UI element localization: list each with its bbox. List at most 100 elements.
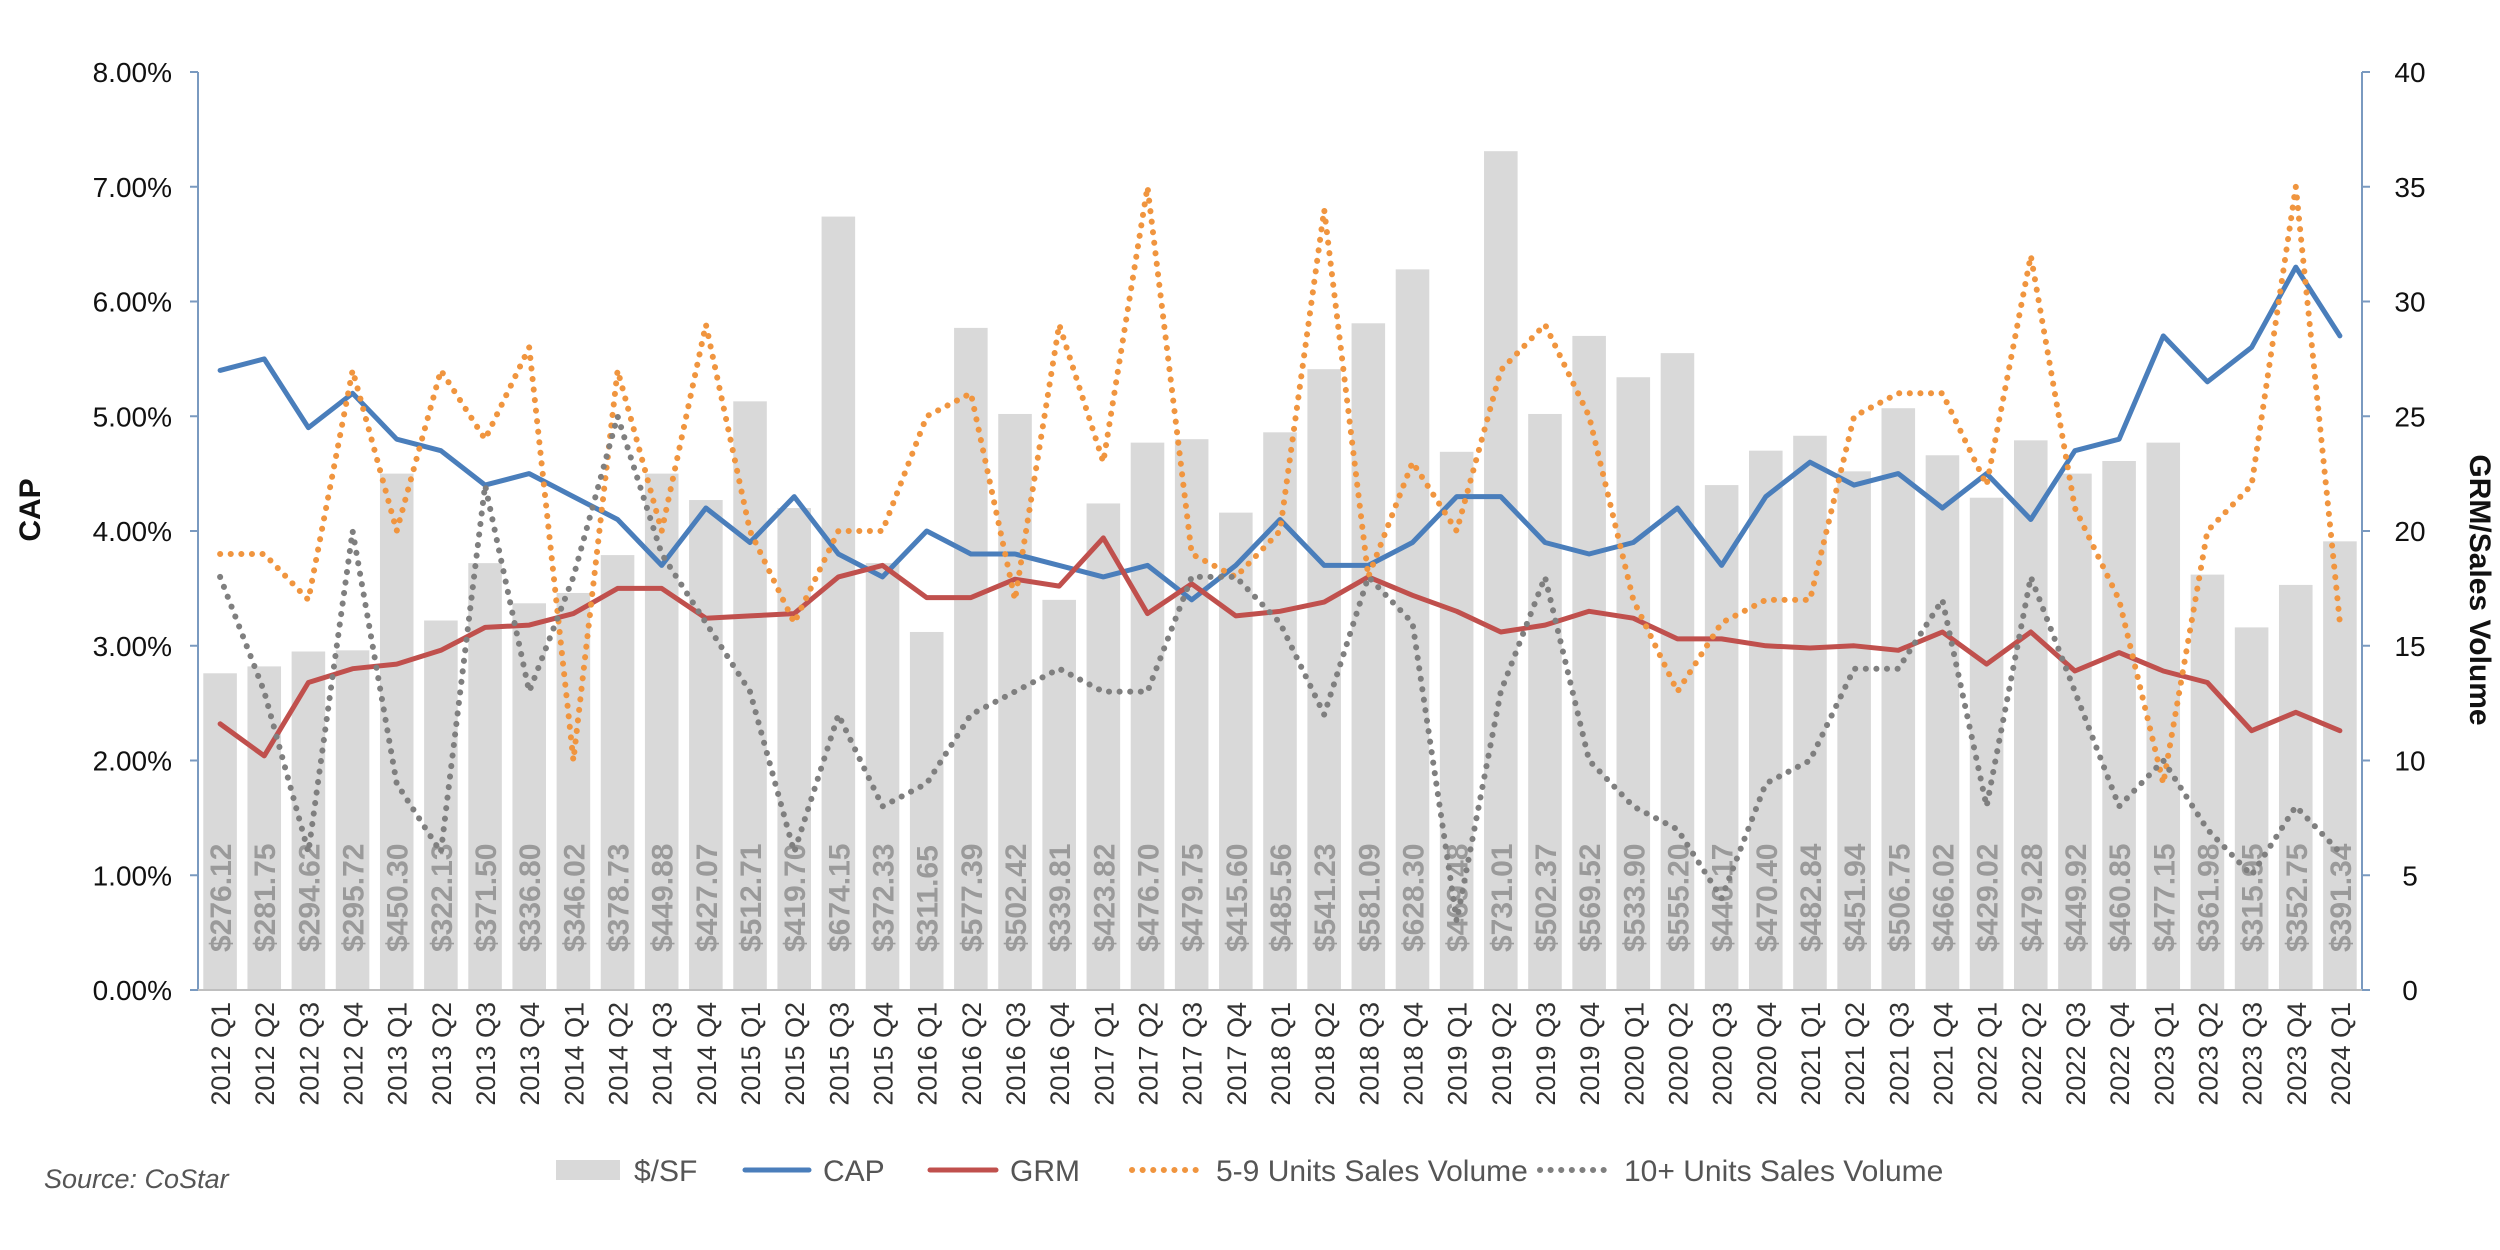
x-tick-2013-q4: 2013 Q4: [515, 1002, 545, 1106]
bar-data-labels: $276.12 $281.75 $294.62 $295.72 $450.30 $322.…: [205, 843, 2358, 952]
bar-label-2014-q3: $449.88: [647, 844, 680, 952]
bar-label-2013-q4: $336.80: [514, 844, 547, 952]
left-tick-label: 5.00%: [93, 401, 172, 432]
bar-2017-q3: [1174, 439, 1209, 990]
bar-label-2014-q1: $346.02: [558, 844, 591, 952]
x-tick-2018-q2: 2018 Q2: [1310, 1002, 1340, 1106]
x-tick-2015-q1: 2015 Q1: [736, 1002, 766, 1106]
right-tick-label: 0: [2402, 975, 2418, 1006]
source-note: Source: CoStar: [44, 1164, 230, 1194]
bar-2021-q3: [1881, 408, 1916, 990]
bar-label-2021-q3: $506.75: [1883, 844, 1916, 952]
x-tick-2022-q3: 2022 Q3: [2061, 1002, 2091, 1106]
x-tick-2018-q3: 2018 Q3: [1354, 1002, 1384, 1106]
bar-2021-q4: [1925, 455, 1960, 990]
bar-2017-q2: [1130, 442, 1165, 991]
bar-label-2013-q2: $322.13: [426, 844, 459, 952]
bar-2020-q1: [1616, 377, 1651, 990]
bar-2014-q3: [644, 473, 679, 990]
bar-2017-q1: [1086, 503, 1121, 990]
bar-label-2024-q1: $391.34: [2325, 843, 2358, 952]
bar-2022-q4: [2102, 461, 2136, 990]
x-tick-2022-q1: 2022 Q1: [1973, 1002, 2003, 1106]
x-tick-2020-q2: 2020 Q2: [1663, 1002, 1693, 1106]
left-tick-label: 6.00%: [93, 287, 172, 318]
right-tick-label: 15: [2394, 631, 2425, 662]
bar-label-2023-q1: $477.15: [2148, 844, 2181, 952]
bar-label-2017-q3: $479.75: [1177, 844, 1210, 952]
legend-item-10-units-sales-volume: 10+ Units Sales Volume: [1537, 1155, 1943, 1188]
x-tick-2013-q1: 2013 Q1: [383, 1002, 413, 1106]
bar-label-2012-q2: $281.75: [249, 844, 282, 952]
left-axis-title: CAP: [14, 478, 47, 541]
line-cap: [217, 264, 2343, 603]
left-axis-ticks: 0.00% 1.00% 2.00% 3.00% 4.00% 5.00% 6.00% 7.00%…: [93, 57, 198, 1006]
bar-label-2016-q1: $311.65: [912, 845, 945, 952]
x-tick-2013-q2: 2013 Q2: [427, 1002, 457, 1106]
bar-label-2017-q4: $415.60: [1221, 844, 1254, 952]
bar-label-2019-q2: $731.01: [1486, 844, 1519, 952]
x-tick-2020-q4: 2020 Q4: [1752, 1002, 1782, 1106]
x-tick-2016-q2: 2016 Q2: [957, 1002, 987, 1106]
bar-label-2023-q3: $315.95: [2237, 844, 2270, 952]
left-tick-label: 1.00%: [93, 860, 172, 891]
bar-label-2012-q4: $295.72: [338, 844, 371, 952]
right-tick-label: 10: [2394, 746, 2425, 777]
x-tick-2021-q2: 2021 Q2: [1840, 1002, 1870, 1106]
bar-label-2013-q3: $371.50: [470, 844, 503, 952]
line-grm: [217, 535, 2343, 759]
x-tick-2019-q4: 2019 Q4: [1575, 1002, 1605, 1106]
bar-label-2016-q4: $339.81: [1044, 844, 1077, 952]
x-tick-2022-q2: 2022 Q2: [2017, 1002, 2047, 1106]
x-tick-2018-q4: 2018 Q4: [1398, 1002, 1428, 1106]
bar-2014-q2: [600, 555, 635, 990]
left-tick-label: 0.00%: [93, 975, 172, 1006]
line-series: [217, 183, 2343, 925]
legend-swatch: [556, 1160, 620, 1180]
right-tick-label: 5: [2402, 860, 2418, 891]
x-tick-2023-q4: 2023 Q4: [2282, 1002, 2312, 1106]
bar-2022-q2: [2013, 440, 2048, 990]
bar-2018-q3: [1351, 323, 1386, 990]
bar-2024-q1: [2323, 541, 2357, 990]
bar-label-2014-q4: $427.07: [691, 844, 724, 952]
x-tick-2012-q2: 2012 Q2: [250, 1002, 280, 1106]
x-tick-2014-q4: 2014 Q4: [692, 1002, 722, 1106]
right-tick-label: 20: [2394, 516, 2425, 547]
legend-label: CAP: [823, 1155, 885, 1188]
line-10-units-sales-volume: [217, 413, 2343, 925]
bar-label-2022-q2: $479.28: [2016, 844, 2049, 952]
bar-2021-q1: [1793, 435, 1827, 990]
x-tick-2021-q4: 2021 Q4: [1928, 1002, 1958, 1106]
bar-label-2015-q3: $674.15: [823, 844, 856, 952]
left-tick-label: 3.00%: [93, 631, 172, 662]
right-tick-label: 25: [2394, 401, 2425, 432]
legend-label: 10+ Units Sales Volume: [1624, 1155, 1943, 1188]
x-tick-2015-q3: 2015 Q3: [824, 1002, 854, 1106]
bar-label-2020-q1: $533.90: [1618, 844, 1651, 952]
x-tick-2023-q3: 2023 Q3: [2238, 1002, 2268, 1106]
bar-label-2020-q4: $470.40: [1751, 844, 1784, 952]
bar-label-2018-q1: $485.56: [1265, 844, 1298, 952]
x-tick-2017-q1: 2017 Q1: [1089, 1002, 1119, 1106]
bar-2018-q2: [1307, 369, 1341, 990]
x-tick-2012-q4: 2012 Q4: [339, 1002, 369, 1106]
bar-label-2021-q4: $466.02: [1927, 844, 1960, 952]
bar-2015-q1: [733, 401, 767, 990]
bar-label-2012-q3: $294.62: [293, 844, 326, 952]
x-tick-2017-q4: 2017 Q4: [1222, 1002, 1252, 1106]
x-tick-2019-q1: 2019 Q1: [1443, 1002, 1473, 1106]
left-tick-label: 7.00%: [93, 172, 172, 203]
bar-2012-q2: [247, 666, 282, 990]
x-tick-2014-q1: 2014 Q1: [559, 1002, 589, 1106]
bar-label-2019-q4: $569.52: [1574, 844, 1607, 952]
x-tick-2013-q3: 2013 Q3: [471, 1002, 501, 1106]
x-tick-2014-q2: 2014 Q2: [604, 1002, 634, 1106]
bar-2016-q4: [1042, 599, 1076, 990]
x-tick-2012-q1: 2012 Q1: [206, 1002, 236, 1106]
x-tick-2021-q1: 2021 Q1: [1796, 1002, 1826, 1106]
legend-item-cap: CAP: [742, 1155, 885, 1188]
x-tick-2016-q3: 2016 Q3: [1001, 1002, 1031, 1106]
bar-label-2015-q1: $512.71: [735, 844, 768, 952]
